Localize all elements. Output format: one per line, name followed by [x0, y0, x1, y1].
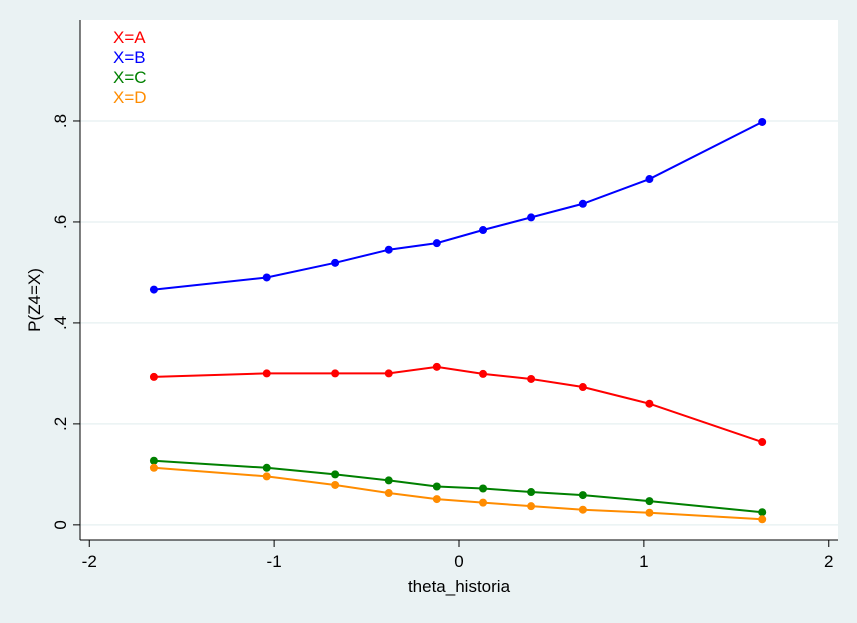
- legend: X=AX=BX=CX=D: [113, 28, 147, 107]
- data-point: [645, 508, 654, 517]
- data-point: [262, 369, 271, 378]
- series-x-a: [149, 362, 767, 447]
- data-point: [479, 369, 488, 378]
- legend-entry: X=C: [113, 68, 147, 87]
- y-tick-label: .8: [51, 114, 70, 128]
- series-x-c: [149, 456, 767, 517]
- x-axis-title: theta_historia: [408, 577, 511, 596]
- x-tick-label: -1: [267, 552, 282, 571]
- data-point: [432, 362, 441, 371]
- series-x-d: [149, 463, 767, 524]
- data-point: [758, 515, 767, 524]
- data-point: [384, 476, 393, 485]
- y-axis: 0 .2 .4 .6 .8: [51, 114, 80, 530]
- series-layer: [149, 117, 767, 524]
- data-point: [645, 399, 654, 408]
- data-point: [479, 498, 488, 507]
- plot-area: [80, 20, 838, 540]
- data-point: [432, 239, 441, 248]
- data-point: [149, 456, 158, 465]
- data-point: [331, 470, 340, 479]
- data-point: [149, 463, 158, 472]
- data-point: [758, 117, 767, 126]
- legend-entry: X=A: [113, 28, 146, 47]
- data-point: [262, 472, 271, 481]
- data-point: [384, 489, 393, 498]
- y-tick-label: .2: [51, 417, 70, 431]
- x-tick-label: 0: [454, 552, 463, 571]
- legend-entry: X=D: [113, 88, 147, 107]
- data-point: [331, 369, 340, 378]
- y-tick-label: .4: [51, 316, 70, 330]
- data-point: [645, 497, 654, 506]
- series-line: [153, 466, 763, 521]
- data-point: [578, 383, 587, 392]
- data-point: [262, 273, 271, 282]
- x-tick-label: -2: [82, 552, 97, 571]
- data-point: [331, 480, 340, 489]
- data-point: [758, 508, 767, 517]
- data-point: [149, 372, 158, 381]
- data-point: [645, 175, 654, 184]
- data-point: [384, 245, 393, 254]
- data-point: [527, 502, 536, 511]
- data-point: [527, 213, 536, 222]
- x-axis: -2 -1 0 1 2: [82, 540, 833, 571]
- data-point: [527, 374, 536, 383]
- data-point: [578, 491, 587, 500]
- series-line: [153, 459, 763, 514]
- series-line: [153, 121, 763, 291]
- x-tick-label: 2: [824, 552, 833, 571]
- data-point: [331, 258, 340, 267]
- y-axis-title: P(Z4=X): [25, 268, 44, 332]
- data-point: [149, 285, 158, 294]
- legend-entry: X=B: [113, 48, 146, 67]
- data-point: [384, 369, 393, 378]
- data-point: [432, 495, 441, 504]
- data-point: [479, 226, 488, 235]
- series-x-b: [149, 117, 767, 294]
- y-tick-label: .6: [51, 215, 70, 229]
- data-point: [578, 505, 587, 514]
- x-tick-label: 1: [639, 552, 648, 571]
- y-tick-label: 0: [51, 520, 70, 529]
- data-point: [262, 463, 271, 472]
- data-point: [758, 438, 767, 447]
- data-point: [578, 199, 587, 208]
- data-point: [432, 482, 441, 491]
- data-point: [527, 488, 536, 497]
- series-line: [153, 365, 763, 444]
- data-point: [479, 484, 488, 493]
